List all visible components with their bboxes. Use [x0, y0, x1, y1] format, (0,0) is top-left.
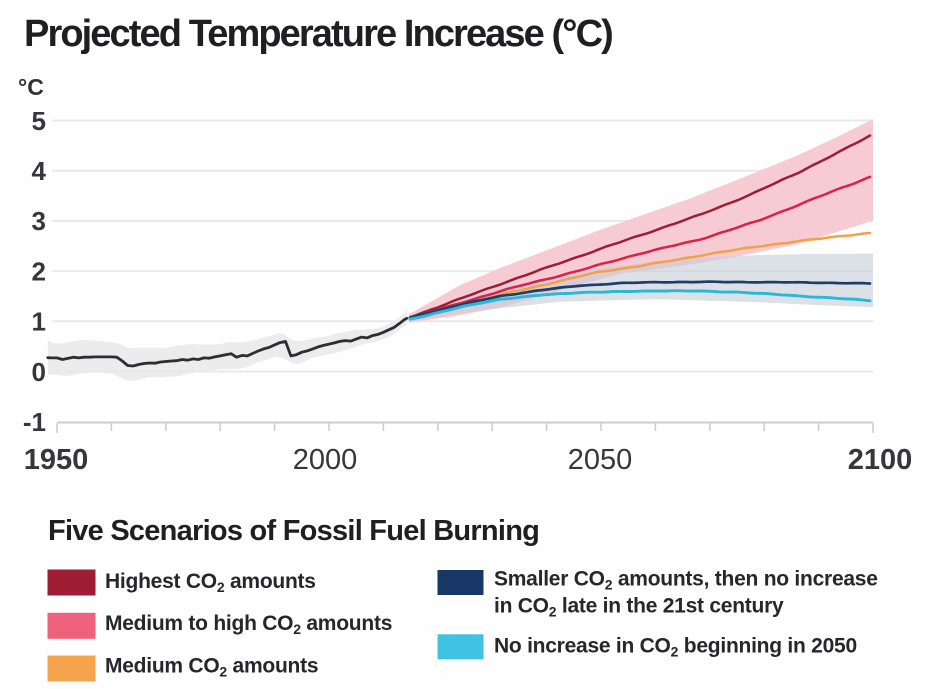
svg-text:2: 2	[32, 256, 46, 286]
svg-text:°C: °C	[18, 74, 44, 100]
svg-text:1950: 1950	[24, 444, 89, 476]
svg-text:Five Scenarios of Fossil Fuel: Five Scenarios of Fossil Fuel Burning	[48, 515, 539, 547]
svg-text:2100: 2100	[848, 444, 913, 476]
svg-text:2050: 2050	[568, 444, 633, 476]
svg-text:1: 1	[32, 307, 46, 337]
svg-text:Smaller CO2 amounts, then no i: Smaller CO2 amounts, then no increase	[494, 567, 878, 592]
svg-text:Projected Temperature Increase: Projected Temperature Increase (°C)	[24, 13, 612, 55]
svg-text:3: 3	[32, 206, 46, 236]
svg-text:4: 4	[32, 156, 47, 186]
svg-text:-1: -1	[23, 407, 46, 437]
svg-text:5: 5	[32, 106, 46, 136]
svg-text:2000: 2000	[293, 444, 358, 476]
svg-text:Medium CO2 amounts: Medium CO2 amounts	[105, 654, 318, 679]
svg-text:Medium to high CO2 amounts: Medium to high CO2 amounts	[105, 612, 392, 637]
svg-text:0: 0	[32, 357, 46, 387]
svg-text:in CO2 late in the 21st centur: in CO2 late in the 21st century	[494, 594, 784, 619]
svg-text:Highest CO2 amounts: Highest CO2 amounts	[105, 570, 316, 595]
